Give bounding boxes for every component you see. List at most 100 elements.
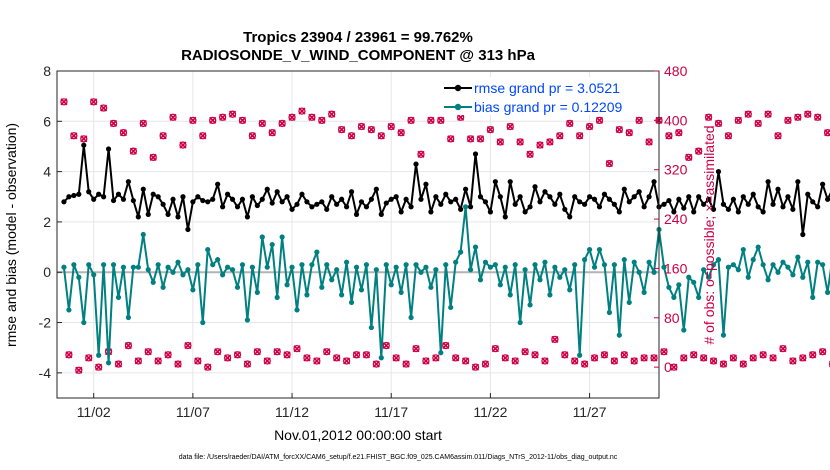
obs-assimilated-marker-stroke (402, 360, 410, 368)
obs-assimilated-marker-stroke (417, 150, 425, 158)
obs-assimilated-marker (590, 354, 599, 362)
obs-possible-marker (541, 357, 549, 365)
rmse-point (626, 199, 632, 205)
obs-assimilated-marker-stroke (357, 122, 366, 131)
rmse-point (810, 199, 816, 205)
bias-point (715, 257, 722, 263)
obs-possible-marker (149, 153, 157, 162)
rmse-point (125, 179, 132, 185)
obs-possible-marker (690, 351, 698, 359)
obs-assimilated-marker (675, 129, 683, 137)
obs-assimilated-marker-stroke (675, 129, 683, 137)
y-left-tick-label: 4 (43, 164, 51, 180)
obs-assimilated-marker (60, 98, 68, 106)
rmse-point (309, 204, 315, 210)
rmse-point (234, 204, 241, 210)
obs-assimilated-marker-stroke (581, 360, 589, 368)
bias-point (61, 264, 67, 270)
rmse-point (120, 196, 127, 202)
obs-assimilated-marker (129, 147, 137, 155)
obs-assimilated-marker (248, 132, 256, 140)
obs-assimilated-marker (581, 360, 589, 368)
rmse-point (775, 186, 781, 192)
obs-assimilated-marker (586, 122, 594, 131)
obs-possible-marker (670, 363, 678, 371)
obs-possible-marker (471, 363, 480, 371)
rmse-point (596, 204, 603, 210)
bias-point (795, 254, 801, 260)
obs-assimilated-marker (169, 113, 177, 121)
obs-assimilated-marker-stroke (729, 354, 737, 362)
obs-assimilated-marker-stroke (144, 348, 152, 356)
obs-assimilated-marker-stroke (739, 360, 747, 368)
obs-assimilated-marker-stroke (248, 132, 256, 140)
bias-point (636, 269, 642, 275)
rmse-point (780, 204, 786, 210)
bias-point (596, 246, 603, 253)
obs-possible-marker (491, 344, 500, 353)
rmse-point (641, 204, 647, 210)
obs-assimilated-marker-stroke (199, 132, 207, 140)
bias-point (155, 262, 161, 268)
obs-assimilated-marker-stroke (660, 348, 668, 356)
obs-assimilated-marker (258, 119, 266, 128)
obs-possible-marker (823, 129, 830, 137)
rmse-point (215, 181, 221, 187)
bias-point (497, 282, 503, 288)
obs-possible-marker (184, 341, 192, 350)
bias-point (145, 267, 151, 273)
obs-possible-marker (164, 351, 172, 359)
obs-assimilated-marker (516, 138, 524, 146)
obs-possible-marker (412, 344, 420, 353)
rmse-point (86, 189, 92, 195)
obs-assimilated-marker (496, 138, 504, 146)
obs-possible-marker (109, 119, 118, 128)
obs-assimilated-marker-stroke (546, 138, 554, 146)
y-right-tick-label: 320 (664, 162, 688, 178)
rmse-point (547, 194, 553, 200)
obs-assimilated-marker-stroke (774, 132, 782, 140)
rmse-point (567, 214, 573, 220)
obs-assimilated-marker (288, 113, 296, 121)
bias-point (557, 274, 563, 280)
obs-assimilated-marker (556, 132, 564, 140)
bias-point (170, 269, 176, 275)
bias-point (582, 257, 588, 263)
obs-possible-marker (323, 348, 331, 356)
rmse-point (750, 191, 756, 197)
obs-possible-marker (481, 360, 490, 368)
obs-possible-marker (214, 348, 222, 356)
rmse-point (601, 191, 608, 197)
bias-point (284, 282, 290, 288)
x-tick-label: 11/12 (275, 404, 309, 420)
obs-assimilated-marker-stroke (600, 351, 609, 359)
bias-point (200, 319, 206, 326)
bias-point (348, 299, 355, 306)
obs-possible-marker (635, 116, 643, 125)
bias-point (681, 327, 687, 333)
rmse-point (135, 214, 141, 220)
obs-assimilated-marker-stroke (615, 126, 623, 134)
legend-bias-label: bias grand pr = 0.12209 (474, 99, 622, 115)
obs-possible-marker (511, 357, 519, 365)
obs-assimilated-marker (571, 357, 579, 365)
bias-point (140, 231, 146, 238)
obs-possible-marker (134, 357, 142, 365)
bias-point (324, 262, 330, 268)
bias-point (96, 352, 102, 358)
obs-possible-marker (333, 354, 341, 362)
obs-assimilated-marker (804, 110, 812, 118)
obs-assimilated-marker-stroke (159, 132, 167, 140)
bias-point (115, 294, 122, 300)
bias-point (66, 307, 72, 313)
rmse-point (200, 197, 206, 204)
obs-assimilated-marker-stroke (754, 119, 762, 128)
obs-assimilated-marker-stroke (273, 348, 281, 356)
obs-possible-marker (392, 354, 400, 362)
obs-assimilated-marker (253, 348, 261, 356)
obs-possible-marker (724, 132, 733, 140)
obs-assimilated-marker-stroke (457, 113, 465, 121)
obs-assimilated-marker (685, 153, 693, 161)
rmse-point (735, 209, 741, 215)
rmse-point (96, 191, 102, 197)
